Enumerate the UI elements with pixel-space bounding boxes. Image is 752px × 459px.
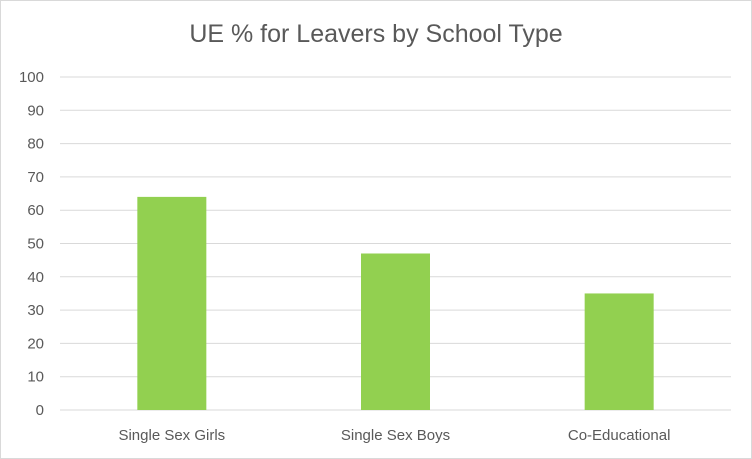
- y-tick-label: 40: [27, 269, 44, 286]
- bar: [137, 196, 207, 410]
- x-category-label: Single Sex Boys: [341, 427, 450, 444]
- y-tick-label: 30: [27, 302, 44, 319]
- y-tick-label: 90: [27, 102, 44, 119]
- y-tick-label: 70: [27, 169, 44, 186]
- y-axis: 0 10 20 30 40 50 60 70 80 90 100: [19, 69, 44, 419]
- y-tick-label: 60: [27, 202, 44, 219]
- y-tick-label: 50: [27, 236, 44, 253]
- y-tick-label: 80: [27, 136, 44, 153]
- y-tick-label: 20: [27, 335, 44, 352]
- bar: [361, 253, 430, 410]
- bar: [584, 293, 654, 410]
- y-tick-label: 10: [27, 369, 44, 386]
- x-axis: Single Sex Girls Single Sex Boys Co-Educat…: [118, 427, 670, 444]
- y-tick-label: 100: [19, 69, 44, 86]
- x-category-label: Single Sex Girls: [118, 427, 225, 444]
- bars: [137, 196, 654, 410]
- chart-title: UE % for Leavers by School Type: [189, 20, 563, 48]
- x-category-label: Co-Educational: [568, 427, 671, 444]
- y-tick-label: 0: [36, 402, 44, 419]
